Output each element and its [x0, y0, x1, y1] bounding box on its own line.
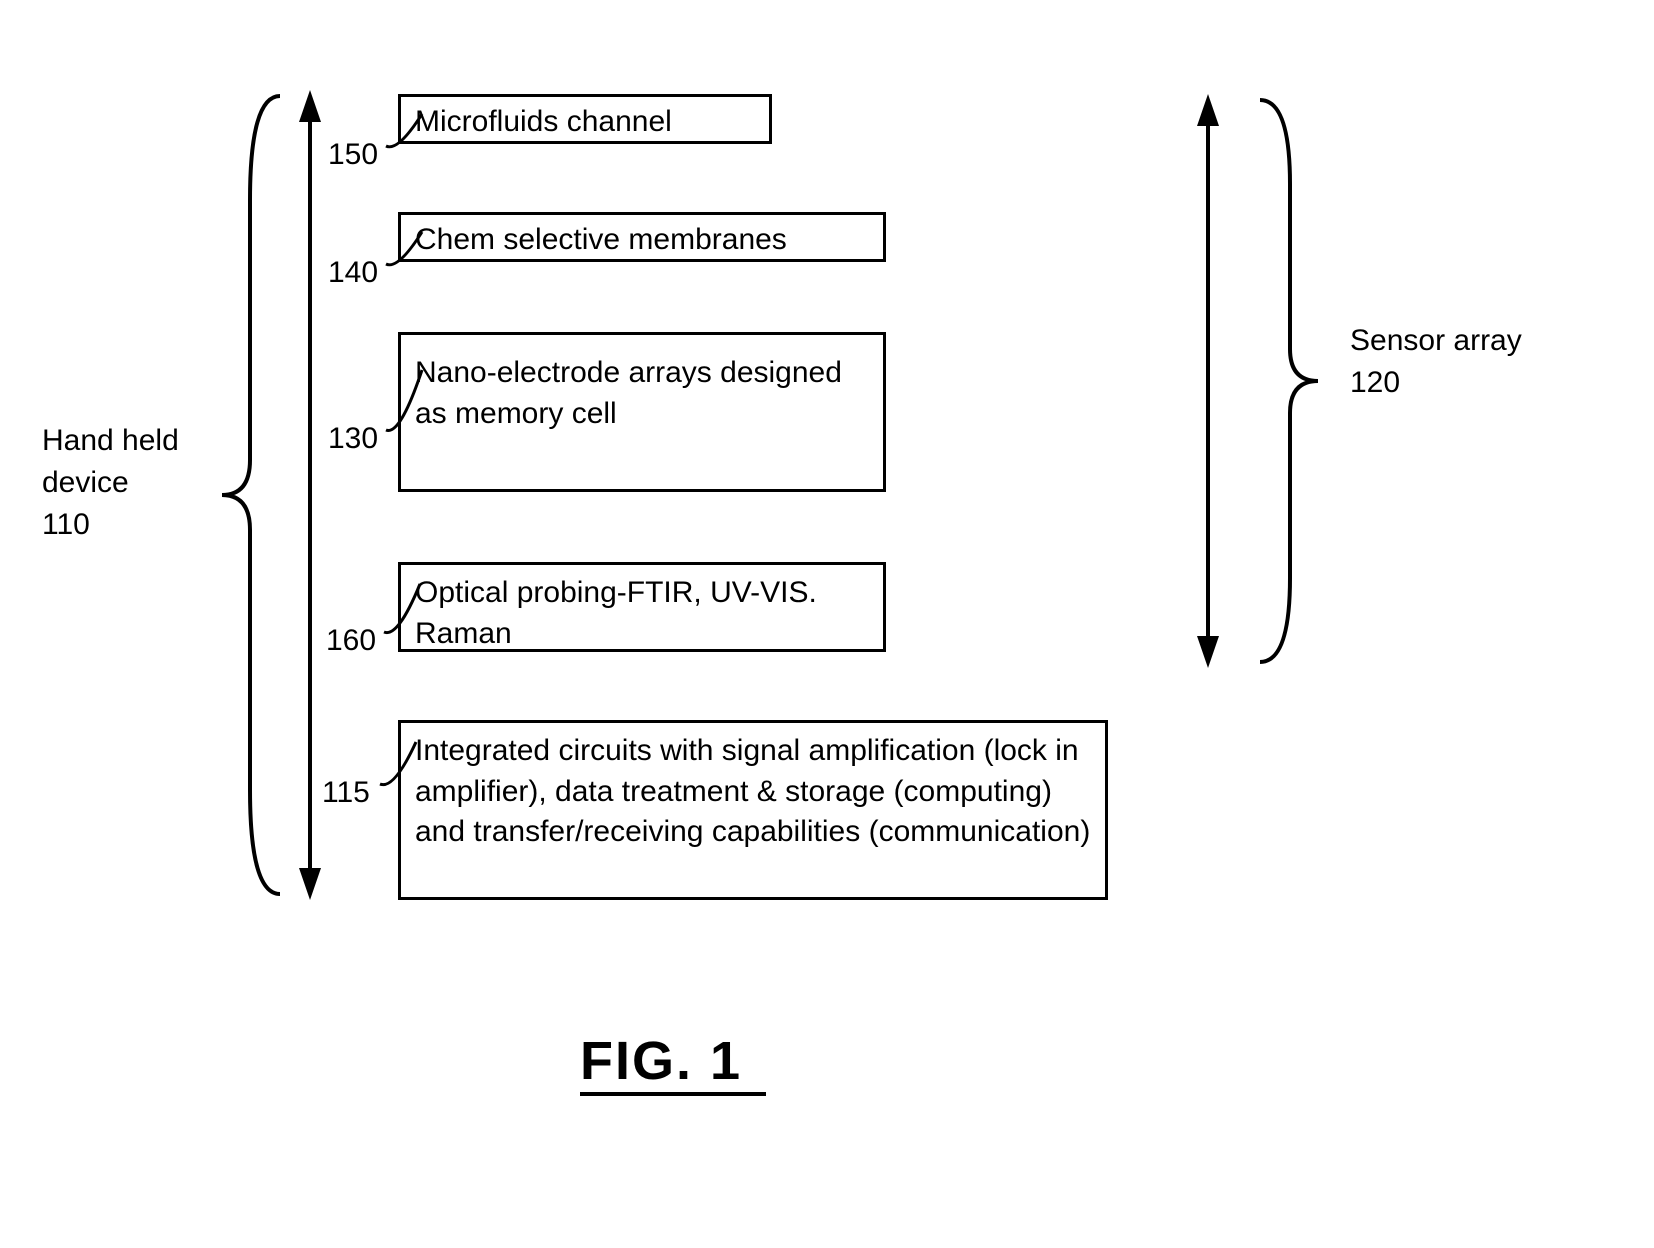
- left-arrow-shaft: [308, 118, 312, 876]
- left-brace: [210, 90, 290, 900]
- box-optical-text: Optical probing-FTIR, UV-VIS. Raman: [415, 573, 869, 654]
- ref-130: 130: [328, 422, 378, 456]
- box-nano: Nano-electrode arrays designed as memory…: [398, 332, 886, 492]
- box-chem-text: Chem selective membranes: [415, 223, 787, 257]
- ref-160: 160: [326, 624, 376, 658]
- left-group-ref: 110: [42, 508, 90, 541]
- leader-150: [378, 106, 430, 156]
- figure-caption: FIG. 1: [580, 1030, 742, 1092]
- right-group-label: Sensor array 120: [1350, 320, 1522, 404]
- leader-115: [372, 734, 424, 794]
- box-microfluids: Microfluids channel: [398, 94, 772, 144]
- diagram-container: Hand held device 110 Sensor array 120 Mi…: [0, 0, 1654, 1248]
- leader-140: [378, 224, 430, 274]
- box-chem: Chem selective membranes: [398, 212, 886, 262]
- box-microfluids-text: Microfluids channel: [415, 105, 672, 139]
- right-group-text: Sensor array: [1350, 324, 1522, 357]
- left-group-text: Hand held: [42, 424, 179, 457]
- right-group-ref: 120: [1350, 366, 1400, 399]
- ref-140: 140: [328, 256, 378, 290]
- left-arrow-down: [299, 868, 321, 900]
- right-arrow-shaft: [1206, 122, 1210, 642]
- box-nano-text: Nano-electrode arrays designed as memory…: [415, 353, 869, 434]
- right-brace: [1250, 94, 1330, 668]
- right-arrow-down: [1197, 636, 1219, 668]
- figure-underline: [580, 1092, 766, 1096]
- leader-130: [378, 362, 430, 442]
- ref-115: 115: [322, 776, 370, 810]
- box-ic-text: Integrated circuits with signal amplific…: [415, 731, 1091, 853]
- box-ic: Integrated circuits with signal amplific…: [398, 720, 1108, 900]
- box-optical: Optical probing-FTIR, UV-VIS. Raman: [398, 562, 886, 652]
- leader-160: [376, 576, 428, 642]
- left-group-text2: device: [42, 466, 129, 499]
- ref-150: 150: [328, 138, 378, 172]
- left-group-label: Hand held device 110: [42, 420, 179, 546]
